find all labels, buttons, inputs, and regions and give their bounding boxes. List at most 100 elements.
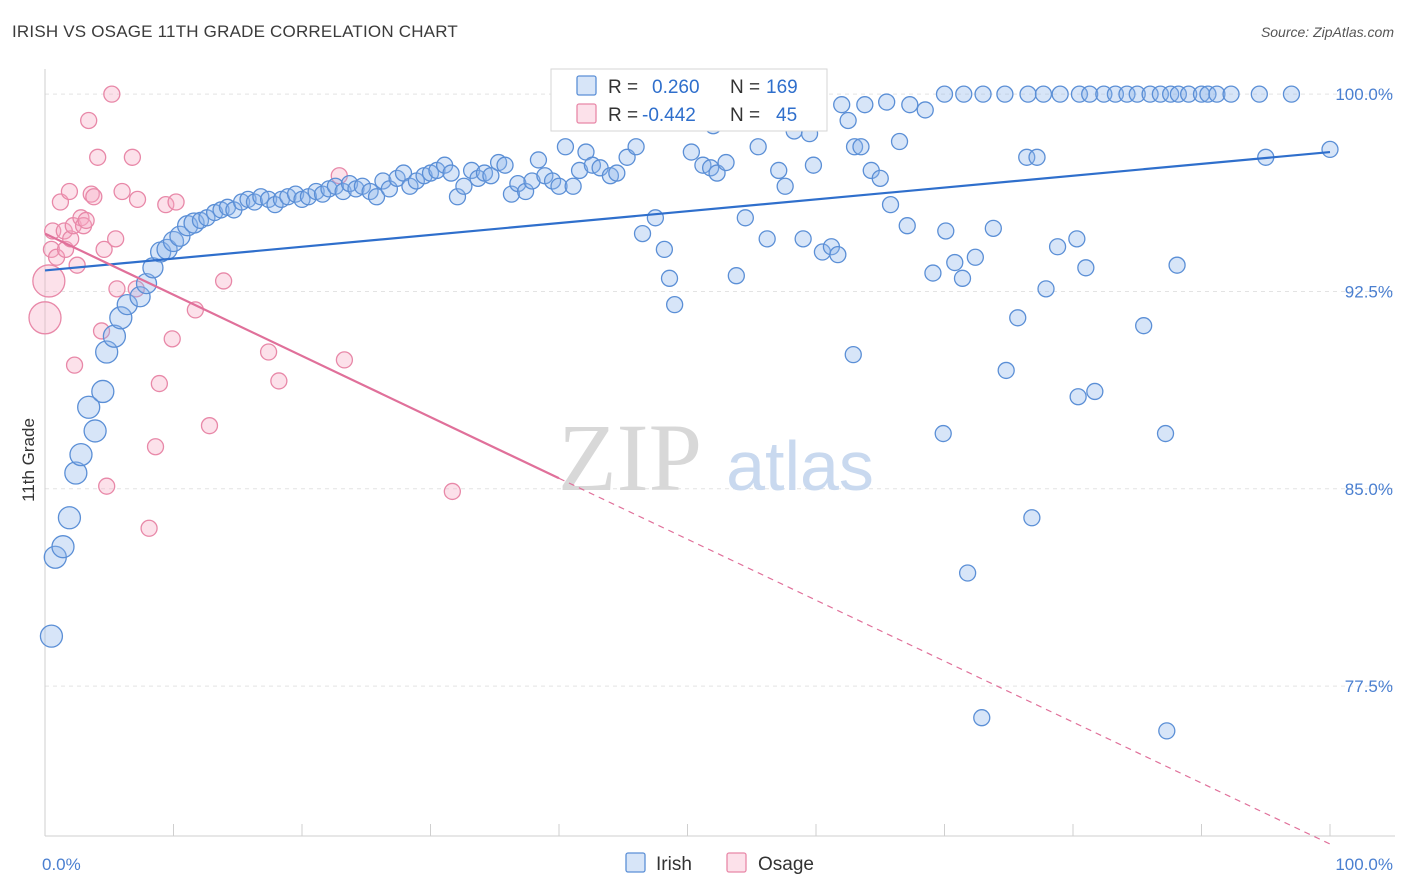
osage-point <box>95 240 113 259</box>
irish-point <box>1019 85 1037 103</box>
osage-points <box>28 85 461 537</box>
chart-title: IRISH VS OSAGE 11TH GRADE CORRELATION CH… <box>12 22 458 41</box>
osage-point <box>28 301 62 335</box>
irish-point <box>1199 85 1217 103</box>
irish-point <box>564 177 582 195</box>
irish-point <box>116 293 138 316</box>
irish-point <box>758 230 776 248</box>
irish-point <box>1168 256 1186 274</box>
irish-point <box>829 245 847 264</box>
irish-point <box>898 217 916 235</box>
irish-point <box>627 138 645 156</box>
legend-irish-n-value: 169 <box>766 77 798 98</box>
irish-point <box>367 188 386 206</box>
bottom-legend-osage-label: Osage <box>758 854 814 875</box>
irish-point <box>973 709 991 727</box>
irish-point <box>51 535 75 559</box>
irish-point <box>955 85 973 103</box>
irish-point <box>682 143 701 161</box>
osage-point <box>60 182 79 201</box>
trend-lines <box>44 150 1331 845</box>
osage-point <box>335 351 354 369</box>
irish-point <box>502 185 521 203</box>
osage-trend-extension <box>558 477 1331 845</box>
osage-point <box>150 374 169 393</box>
irish-point <box>878 93 896 111</box>
osage-point <box>32 264 66 298</box>
irish-point <box>966 248 984 266</box>
osage-point <box>80 111 98 130</box>
irish-point <box>881 196 900 214</box>
osage-point <box>140 519 158 537</box>
irish-point <box>83 419 107 443</box>
x-tick-label: 0.0% <box>42 855 81 874</box>
irish-point <box>169 225 191 247</box>
watermark-atlas: atlas <box>726 427 874 505</box>
osage-trend-line <box>44 232 560 480</box>
irish-point <box>1051 85 1069 103</box>
y-tick-label: 92.5% <box>1345 282 1393 301</box>
irish-point <box>1009 309 1027 327</box>
irish-point <box>1077 259 1095 277</box>
irish-point <box>844 345 862 364</box>
irish-point <box>974 85 992 103</box>
irish-point <box>1028 148 1046 166</box>
osage-point <box>65 356 84 374</box>
osage-point <box>443 482 461 501</box>
irish-points <box>39 85 1339 740</box>
irish-point <box>839 111 857 130</box>
irish-point <box>1086 382 1104 401</box>
irish-point <box>660 269 679 287</box>
y-tick-label: 77.5% <box>1345 677 1393 696</box>
osage-point <box>146 438 165 456</box>
irish-point <box>736 209 754 227</box>
legend-osage-r-value: -0.442 <box>642 105 696 126</box>
osage-point <box>85 188 103 206</box>
irish-point <box>856 96 874 114</box>
irish-point <box>997 361 1015 380</box>
osage-point <box>89 148 107 166</box>
x-tick-label: 100.0% <box>1335 855 1393 874</box>
irish-point <box>996 85 1014 103</box>
irish-point <box>57 506 82 530</box>
osage-point <box>108 280 126 298</box>
osage-point <box>123 148 142 166</box>
legend-osage-n-label: N = <box>730 105 760 126</box>
irish-point <box>666 295 684 314</box>
irish-point <box>1048 238 1067 256</box>
legend-irish-n-label: N = <box>730 77 760 98</box>
y-tick-labels: 77.5% 85.0% 92.5% 100.0% <box>1335 85 1393 696</box>
axes <box>44 69 1395 837</box>
irish-point <box>1023 509 1041 527</box>
bottom-legend-osage-swatch <box>726 852 747 873</box>
osage-point <box>107 230 125 248</box>
irish-point <box>529 151 548 169</box>
osage-point <box>92 322 111 340</box>
irish-point <box>1158 722 1176 740</box>
osage-point <box>163 330 181 348</box>
irish-point <box>890 132 909 151</box>
irish-point <box>916 101 934 119</box>
irish-point <box>833 96 851 114</box>
y-tick-label: 100.0% <box>1335 85 1393 104</box>
irish-point <box>727 267 745 285</box>
irish-point <box>924 264 942 282</box>
irish-point <box>91 379 115 404</box>
osage-point <box>214 272 233 290</box>
irish-point <box>655 240 674 259</box>
irish-point <box>953 269 972 287</box>
irish-point <box>556 138 575 156</box>
irish-point <box>448 188 467 206</box>
irish-point <box>129 286 151 308</box>
osage-point <box>103 85 121 103</box>
irish-point <box>946 253 964 272</box>
irish-point <box>482 167 500 185</box>
irish-point <box>516 182 535 201</box>
grid-lines <box>45 93 1395 687</box>
irish-point <box>646 209 665 227</box>
irish-point <box>749 138 767 156</box>
irish-point <box>776 177 794 195</box>
irish-point <box>1250 85 1268 103</box>
irish-point <box>455 177 473 195</box>
